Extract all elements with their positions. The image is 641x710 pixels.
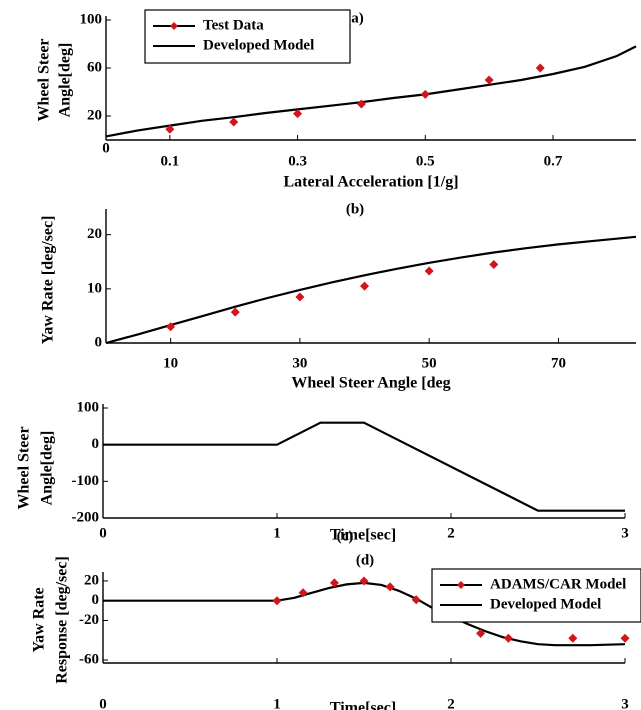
legend-box [144,9,351,64]
legend-label: Developed Model [490,596,601,612]
data-point [272,596,282,606]
x-axis-title: Time[sec] [330,700,396,710]
data-point [356,99,366,109]
panel-label: (a) [346,10,364,26]
y-tick-label: -100 [72,473,100,489]
x-tick-label: 3 [621,696,629,710]
x-axis-title: Wheel Steer Angle [deg [291,375,450,392]
legend-marker [170,22,178,30]
y-tick-label: 20 [87,107,102,123]
x-tick-label: 0 [99,525,107,541]
data-point [293,109,303,119]
data-point [329,578,339,588]
data-point [411,595,421,605]
x-tick-label: 10 [163,355,178,371]
x-origin-label: 0 [102,140,110,156]
x-axis-title: Lateral Acceleration [1/g] [283,174,458,191]
x-tick-label: 2 [447,525,455,541]
x-tick-label: 3 [621,525,629,541]
x-tick-label: 30 [292,355,307,371]
data-point [503,633,513,643]
legend-marker [457,581,465,589]
legend-box [431,568,641,623]
legend-label: Developed Model [203,37,314,53]
data-point [484,75,494,85]
y-axis-title: Response [deg/sec] [54,556,71,684]
data-point [476,628,486,638]
panel-label: (c) [337,528,354,544]
data-point [620,633,630,643]
panel-label: (b) [346,201,364,217]
legend: ADAMS/CAR Model Developed Model [431,568,641,623]
y-tick-label: 100 [77,399,100,415]
data-point [385,582,395,592]
series-line [103,421,625,512]
data-point [568,633,578,643]
y-tick-label: -200 [72,509,100,525]
data-point [489,259,499,269]
y-axis-title: Yaw Rate [deg/sec] [40,216,57,345]
y-tick-label: 0 [95,334,103,350]
x-tick-label: 0.1 [160,153,179,169]
x-tick-label: 1 [273,696,281,710]
data-point [360,281,370,291]
data-point [298,588,308,598]
series-line [105,45,637,138]
x-axis-title: Time[sec] [330,527,396,544]
chart-panel-2: (b) 10 30 50 70 0 10 20 Wheel Steer Angle [deg Ya… [40,201,637,392]
data-point [420,89,430,99]
y-axis-title: Yaw Rate [31,587,48,652]
data-point [230,307,240,317]
x-tick-label: 0.5 [416,153,435,169]
x-tick-label: 0.3 [288,153,307,169]
chart-panel-1: (a) 0.1 0.3 0.5 0.7 20 60 100 Lateral Accelerati… [36,9,637,191]
data-point [165,124,175,134]
y-tick-label: -60 [79,651,99,667]
x-tick-label: 70 [551,355,566,371]
data-point [295,292,305,302]
y-tick-label: 0 [92,592,100,608]
x-tick-label: 50 [422,355,437,371]
data-point [229,117,239,127]
y-tick-label: 20 [84,572,99,588]
data-point [359,576,369,586]
data-point [535,63,545,73]
legend-label: Test Data [203,17,264,33]
chart-panel-3: (c) 0 1 2 3 -200 -100 0 100 Time[sec] Wheel Steer A… [16,399,629,544]
y-axis-title: Wheel Steer [16,426,33,509]
x-tick-label: 0 [99,696,107,710]
data-point [424,266,434,276]
series-line [105,235,637,345]
y-axis-title: Angle[deg] [39,431,56,506]
y-tick-label: 0 [92,436,100,452]
y-axis-title: Wheel Steer [36,38,53,121]
legend: Test Data Developed Model [144,9,351,64]
legend-label: ADAMS/CAR Model [490,576,626,592]
x-tick-label: 2 [447,696,455,710]
y-tick-label: -20 [79,612,99,628]
x-tick-label: 0.7 [544,153,563,169]
data-point [166,322,176,332]
y-tick-label: 100 [80,11,103,27]
panel-label: (d) [356,552,374,568]
x-tick-label: 1 [273,525,281,541]
y-tick-label: 60 [87,59,102,75]
y-tick-label: 10 [87,280,102,296]
chart-panel-4: (d) 0 1 2 3 -60 -20 0 20 Time[sec] Yaw Rate Respons… [31,552,641,710]
y-tick-label: 20 [87,226,102,242]
y-axis-title: Angle[deg] [57,43,74,118]
